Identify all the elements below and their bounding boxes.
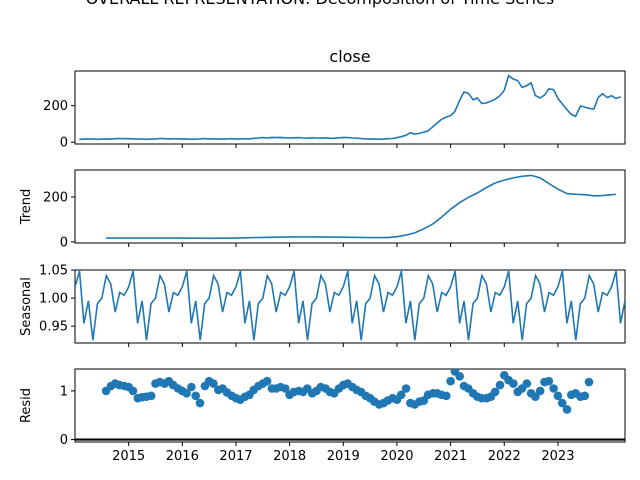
xtick-label-3: 2018 xyxy=(273,449,306,464)
panel-resid: 0 1 2015 2016 2017 2018 2019 2020 2021 2022 2023 Re… xyxy=(19,368,626,464)
resid-point-36 xyxy=(262,376,272,386)
panel-close: 0 200 xyxy=(43,70,626,151)
ytick-label-seasonal-1: 1.00 xyxy=(39,292,68,307)
ytick-label-trend-1: 200 xyxy=(43,190,68,205)
xtick-label-0: 2015 xyxy=(112,449,145,464)
ytick-label-close-1: 200 xyxy=(43,99,68,114)
resid-point-102 xyxy=(557,398,567,408)
resid-point-103 xyxy=(562,405,572,414)
axes-frame-resid xyxy=(74,368,626,443)
resid-point-20 xyxy=(191,391,200,401)
resid-point-77 xyxy=(446,376,455,386)
axes-frame-trend xyxy=(74,169,626,244)
xtick-label-5: 2020 xyxy=(380,449,413,464)
resid-point-94 xyxy=(522,379,532,388)
ytick-label-resid-1: 1 xyxy=(60,384,68,399)
figure-title: OVERALL REPRESENTATION: Decomposition of… xyxy=(86,0,555,8)
resid-point-88 xyxy=(495,380,505,390)
resid-point-6 xyxy=(128,386,138,396)
resid-point-66 xyxy=(396,390,406,400)
xtick-label-2: 2017 xyxy=(219,449,252,464)
resid-point-19 xyxy=(187,382,196,392)
xtick-label-1: 2016 xyxy=(166,449,199,464)
resid-point-100 xyxy=(549,384,558,393)
xtick-label-7: 2022 xyxy=(488,449,521,464)
resid-point-91 xyxy=(509,379,518,388)
resid-point-67 xyxy=(401,384,411,393)
resid-point-101 xyxy=(553,391,563,401)
panels-layer: 0 200 0 200 Trend 0.95 1.00 1.05 Seasonal 0 1 2015 2… xyxy=(19,70,626,464)
series-line-close xyxy=(79,74,621,141)
axes-frame-seasonal xyxy=(74,269,626,344)
ytick-label-seasonal-0: 0.95 xyxy=(39,320,68,335)
resid-point-96 xyxy=(531,392,540,402)
resid-point-87 xyxy=(490,387,500,397)
axes-frame-close xyxy=(74,70,626,145)
resid-point-76 xyxy=(442,391,451,401)
ytick-label-seasonal-2: 1.05 xyxy=(39,264,68,279)
xtick-label-4: 2019 xyxy=(327,449,360,464)
series-line-seasonal xyxy=(75,270,625,341)
resid-point-99 xyxy=(544,376,554,386)
resid-point-40 xyxy=(281,384,290,393)
resid-point-107 xyxy=(580,391,590,401)
ytick-label-trend-0: 0 xyxy=(60,235,68,250)
ytick-label-close-0: 0 xyxy=(60,136,68,151)
resid-point-79 xyxy=(455,372,465,381)
panel-seasonal: 0.95 1.00 1.05 Seasonal xyxy=(19,264,626,347)
resid-point-97 xyxy=(535,386,545,396)
panel-title-close: close xyxy=(329,47,370,66)
series-line-trend xyxy=(106,174,616,240)
resid-point-108 xyxy=(584,377,594,387)
ylabel-trend: Trend xyxy=(19,189,34,226)
ylabel-resid: Resid xyxy=(19,388,34,423)
resid-point-24 xyxy=(209,379,218,388)
resid-point-21 xyxy=(195,398,205,408)
xtick-label-8: 2023 xyxy=(541,449,574,464)
resid-point-10 xyxy=(146,391,156,401)
resid-point-18 xyxy=(182,389,191,398)
ylabel-seasonal: Seasonal xyxy=(19,277,34,336)
panel-trend: 0 200 Trend xyxy=(19,169,626,250)
xtick-label-6: 2021 xyxy=(434,449,467,464)
ytick-label-resid-0: 0 xyxy=(60,433,68,448)
